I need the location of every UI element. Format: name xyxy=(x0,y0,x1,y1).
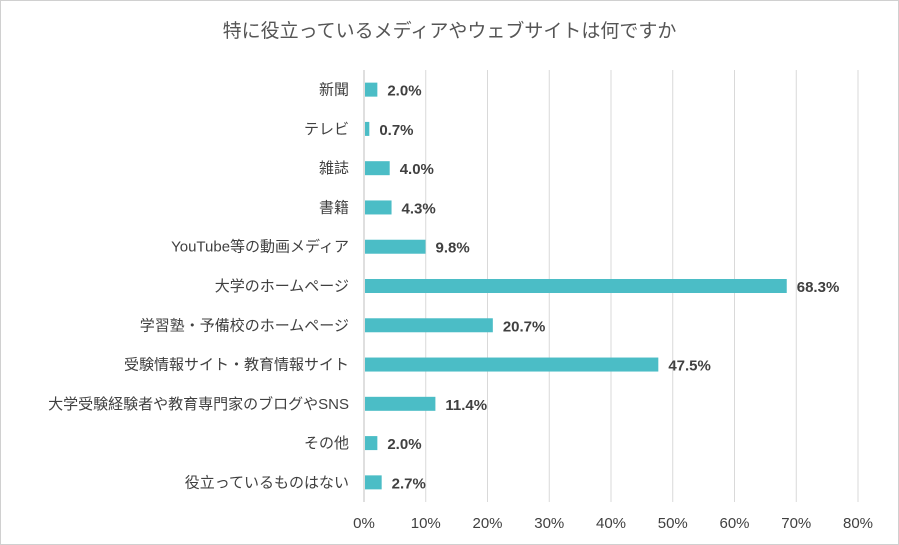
x-tick-label: 70% xyxy=(781,515,811,532)
category-label: 大学のホームページ xyxy=(215,278,349,295)
x-axis-tick-labels: 0% 10% 20% 30% 40% 50% 60% 70% 80% xyxy=(353,515,873,532)
category-label: 大学受験経験者や教育専門家のブログやSNS xyxy=(48,395,349,413)
category-label: 学習塾・予備校のホームページ xyxy=(140,317,349,334)
category-label: 受験情報サイト・教育情報サイト xyxy=(124,357,349,374)
value-labels: 2.0% 0.7% 4.0% 4.3% 9.8% 68.3% 20.7% 47.5% 11.4%… xyxy=(379,83,839,493)
x-tick-label: 60% xyxy=(719,515,749,532)
bar xyxy=(365,436,378,451)
x-tick-label: 0% xyxy=(353,515,375,532)
category-label: 書籍 xyxy=(319,199,349,216)
category-label: その他 xyxy=(304,435,349,452)
category-label: YouTube等の動画メディア xyxy=(171,238,349,256)
bar xyxy=(365,82,378,97)
value-label: 2.7% xyxy=(392,475,426,492)
x-tick-label: 20% xyxy=(472,515,502,532)
bars xyxy=(365,82,787,490)
bar xyxy=(365,357,659,372)
bar xyxy=(365,279,787,293)
value-label: 0.7% xyxy=(379,122,413,139)
bar xyxy=(365,396,436,411)
chart-title: 特に役立っているメディアやウェブサイトは何ですか xyxy=(222,21,677,42)
x-tick-label: 50% xyxy=(658,515,688,532)
value-label: 9.8% xyxy=(436,240,470,257)
value-label: 20.7% xyxy=(503,318,546,335)
bar xyxy=(365,200,392,215)
value-label: 2.0% xyxy=(387,436,421,453)
x-tick-label: 40% xyxy=(596,515,626,532)
category-label: 新聞 xyxy=(319,82,349,99)
value-label: 2.0% xyxy=(387,83,421,100)
value-label: 4.0% xyxy=(400,161,434,178)
bar xyxy=(365,239,426,254)
bar xyxy=(365,475,382,490)
category-label: 雑誌 xyxy=(319,160,349,177)
value-label: 4.3% xyxy=(402,200,436,217)
bar xyxy=(365,318,493,333)
x-tick-label: 80% xyxy=(843,515,873,532)
x-tick-label: 10% xyxy=(411,515,441,532)
x-tick-label: 30% xyxy=(534,515,564,532)
value-label: 47.5% xyxy=(668,358,711,375)
category-label: テレビ xyxy=(304,121,349,138)
bar xyxy=(365,161,390,176)
category-label: 役立っているものはない xyxy=(185,474,349,491)
bar xyxy=(365,121,370,136)
value-label: 11.4% xyxy=(445,397,487,414)
value-label: 68.3% xyxy=(797,279,840,296)
